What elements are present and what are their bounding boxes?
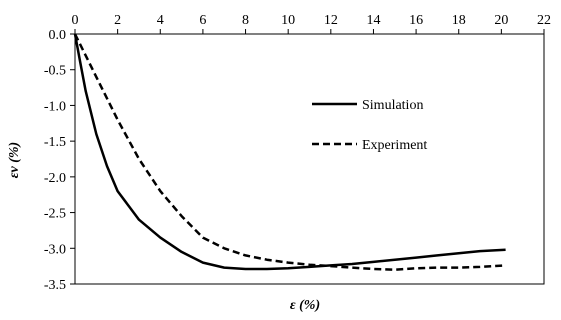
x-tick-label: 18 [452,13,466,28]
y-tick-label: -0.5 [44,64,66,79]
x-tick-label: 0 [72,13,79,28]
x-tick-label: 8 [242,13,249,28]
x-tick-label: 12 [324,13,338,28]
legend: Simulation Experiment [312,98,427,153]
x-tick-label: 22 [537,13,551,28]
x-tick-label: 10 [281,13,295,28]
series-line-experiment [73,33,506,271]
y-tick-label: -1.0 [44,99,66,114]
y-axis-title: εv (%) [7,142,22,178]
plot-frame [74,33,545,285]
series-layer [73,33,506,271]
x-axis-ticks: 0 2 4 6 8 10 12 14 16 18 20 22 [72,13,551,34]
x-axis-title: ε (%) [290,298,320,313]
y-tick-label: -1.5 [44,135,66,150]
series-line-simulation [73,33,506,271]
y-tick-label: -2.5 [44,207,66,222]
y-tick-label: -3.5 [44,278,66,293]
y-tick-label: 0.0 [49,28,67,43]
x-tick-label: 16 [409,13,423,28]
x-tick-label: 6 [199,13,206,28]
x-tick-label: 20 [494,13,508,28]
x-tick-label: 14 [366,13,380,28]
y-axis-ticks: 0.0 -0.5 -1.0 -1.5 -2.0 -2.5 -3.0 -3.5 [44,28,75,293]
legend-label-experiment: Experiment [362,138,427,153]
legend-label-simulation: Simulation [362,98,423,113]
y-tick-label: -3.0 [44,242,66,257]
x-tick-label: 4 [157,13,164,28]
x-tick-label: 2 [114,13,121,28]
y-tick-label: -2.0 [44,171,66,186]
